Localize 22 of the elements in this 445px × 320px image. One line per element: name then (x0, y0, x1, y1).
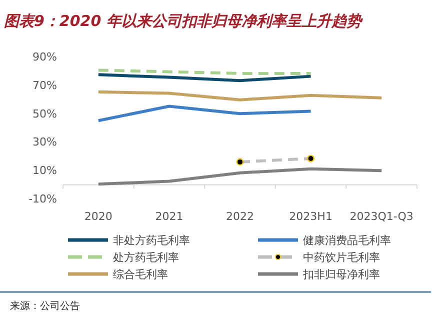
x-tick-label: 2023Q1-Q3 (350, 210, 414, 223)
x-tick-label: 2022 (226, 210, 254, 223)
legend-label: 综合毛利率 (113, 268, 168, 281)
legend-label: 健康消费品毛利率 (303, 234, 391, 247)
legend-label: 处方药毛利率 (113, 251, 179, 264)
legend-label: 中药饮片毛利率 (303, 251, 380, 264)
line-series (96, 104, 312, 122)
line-series (96, 167, 384, 186)
legend-label: 非处方药毛利率 (113, 234, 190, 247)
source-note: 来源：公司公告 (10, 300, 80, 312)
y-tick-label: 90% (32, 50, 57, 64)
y-tick-label: 10% (32, 164, 57, 178)
x-tick-label: 2023H1 (289, 210, 332, 223)
y-tick-label: 70% (32, 78, 57, 92)
y-tick-label: 30% (32, 136, 57, 149)
legend-label: 扣非归母净利率 (302, 268, 380, 281)
chart-title: 图表9：2020 年以来公司扣非归母净利率呈上升趋势 (4, 12, 364, 30)
x-tick-label: 2021 (155, 210, 184, 223)
x-tick-label: 2020 (84, 210, 112, 223)
line-series (96, 90, 384, 102)
y-tick-label: 50% (32, 107, 57, 120)
y-tick-label: -10% (28, 192, 57, 206)
